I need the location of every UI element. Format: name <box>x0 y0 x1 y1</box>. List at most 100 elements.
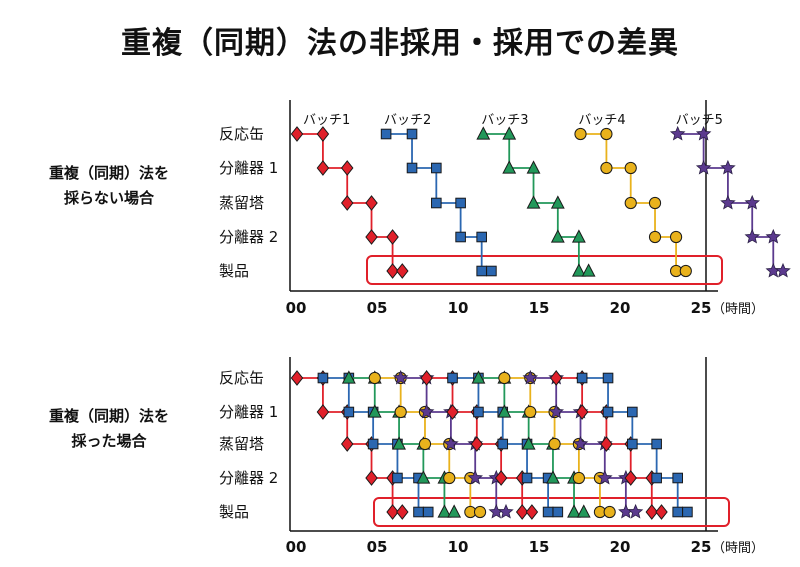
panel2-star-marker <box>596 469 613 485</box>
panel1-diamond-marker <box>386 229 399 245</box>
panel2-triangle-product-marker <box>567 504 581 518</box>
panel2-row-label: 蒸留塔 <box>219 435 264 453</box>
panel1-circle-marker <box>600 127 613 141</box>
panel2-diamond-product-marker <box>645 504 659 520</box>
panel1-square-marker <box>406 162 418 174</box>
panel2-tick-label: 20 <box>610 538 631 556</box>
panel2-square-marker <box>627 438 638 450</box>
panel2-square-marker <box>576 372 588 384</box>
panel1-circle-product-marker <box>679 264 692 278</box>
panel2-circle-marker <box>443 471 456 485</box>
panel2-circle-marker <box>394 405 407 419</box>
panel1-circle-marker <box>624 161 637 175</box>
panel1-star-marker <box>744 228 760 244</box>
panel1-row-label: 蒸留塔 <box>219 194 264 212</box>
panel1-triangle-product-marker <box>571 263 586 277</box>
panel2-circle-marker <box>418 437 432 451</box>
panel2-circle-marker <box>524 405 537 419</box>
panel1-label-line1: 重複（同期）法を <box>48 164 169 182</box>
panel2-row-label: 分離器 2 <box>219 469 278 487</box>
panel2-diamond-product-marker <box>655 504 668 520</box>
panel2-product-box <box>373 497 730 527</box>
panel1-circle-marker <box>669 230 683 244</box>
panel2-square-product-marker <box>542 506 554 518</box>
panel2-diamond-marker <box>365 470 378 486</box>
panel1-diamond-marker <box>316 126 330 142</box>
panel2-circle-marker <box>498 371 511 385</box>
panel1-circle-marker <box>648 230 662 244</box>
panel1-triangle-marker <box>526 160 541 174</box>
panel2-circle-marker <box>548 437 561 451</box>
panel2-diamond-marker <box>600 436 613 452</box>
panel2-star-marker <box>443 435 459 451</box>
panel2-square-marker <box>367 438 379 450</box>
panel1-circle-marker <box>648 196 662 210</box>
panel2-square-marker <box>317 372 329 384</box>
panel1-triangle-marker <box>550 195 565 209</box>
panel2-row-label: 分離器 1 <box>219 403 278 421</box>
panel1-tick-label: 25 <box>691 299 712 317</box>
panel2-triangle-marker <box>546 470 560 484</box>
panel2-diamond-marker <box>624 470 637 486</box>
batch-label: バッチ4 <box>578 113 625 128</box>
panel1-tick-label: 05 <box>367 299 388 317</box>
panel2-circle-product-marker <box>603 505 616 519</box>
panel2-square-marker <box>602 406 614 418</box>
panel2-square-marker <box>651 472 662 484</box>
panel2-diamond-marker <box>549 370 563 386</box>
panel2-triangle-marker <box>392 436 406 450</box>
panel1-diamond-product-marker <box>396 263 409 279</box>
panel2-star-product-marker <box>498 503 514 519</box>
panel1-star-marker <box>720 194 736 210</box>
panel2-diamond-marker <box>446 404 459 420</box>
panel1-diamond-marker <box>290 126 304 142</box>
panel1-star-marker <box>720 159 736 175</box>
panel2-triangle-product-marker <box>447 504 462 518</box>
panel2-square-marker <box>602 372 614 384</box>
panel2-triangle-marker <box>497 404 512 418</box>
panel1-triangle-marker <box>571 229 586 243</box>
panel2-diamond-marker <box>316 404 330 420</box>
panel1-label-line2: 採らない場合 <box>63 189 154 207</box>
panel1-triangle-marker <box>502 160 517 174</box>
panel2-star-marker <box>418 403 435 419</box>
panel2-tick-label: 25 <box>691 538 712 556</box>
panel2-square-marker <box>497 438 509 450</box>
panel2-diamond-marker <box>494 470 508 486</box>
panel2-square-product-marker <box>672 506 684 518</box>
panel2-diamond-marker <box>290 370 304 386</box>
panel2-square-marker <box>392 472 403 484</box>
batch-label: バッチ1 <box>303 113 350 128</box>
panel2-square-product-marker <box>552 506 564 518</box>
panel2-circle-marker <box>368 371 381 385</box>
panel2-star-marker <box>522 369 538 385</box>
panel2-label-line1: 重複（同期）法を <box>48 407 169 425</box>
panel1-square-marker <box>406 128 418 140</box>
panel1-diamond-marker <box>365 229 378 245</box>
panel2-star-marker <box>548 403 565 419</box>
batch-label: バッチ5 <box>676 113 723 128</box>
panel2-diamond-marker <box>470 436 484 452</box>
panel2-square-product-marker <box>422 506 434 518</box>
panel1-square-marker <box>431 162 442 174</box>
panel1-diamond-marker <box>316 160 330 176</box>
panel2-circle-marker <box>572 471 585 485</box>
panel1-row-label: 分離器 1 <box>219 159 278 177</box>
panel1-product-box <box>366 255 723 285</box>
panel1-side-label: 重複（同期）法を 採らない場合 <box>14 161 204 211</box>
panel2-diamond-product-marker <box>386 504 399 520</box>
panel1-triangle-marker <box>476 126 491 140</box>
panel2-square-marker <box>473 406 484 418</box>
panel1-circle-marker <box>600 161 613 175</box>
panel2-triangle-marker <box>521 436 536 450</box>
panel1-square-product-marker <box>476 265 487 277</box>
panel1-circle-marker <box>574 127 587 141</box>
panel1-triangle-marker <box>502 126 517 140</box>
panel2-tick-label: 10 <box>448 538 469 556</box>
panel1-diamond-marker <box>365 195 378 211</box>
panel2-star-marker <box>572 435 589 451</box>
panel2-triangle-marker <box>416 470 431 484</box>
panel1-diamond-marker <box>340 160 354 176</box>
panel2-star-product-marker <box>627 503 644 519</box>
